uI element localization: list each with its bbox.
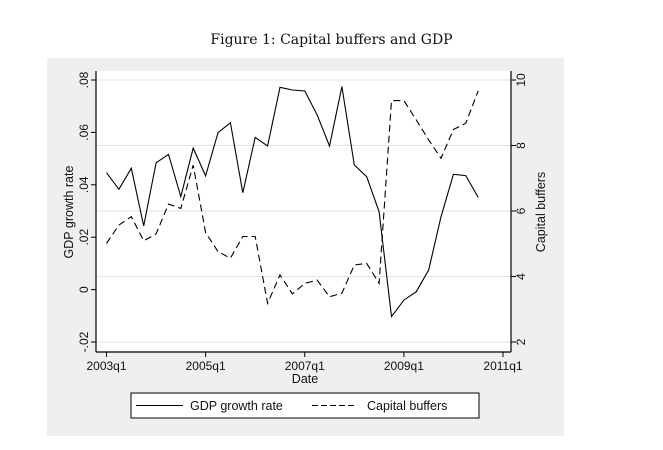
y-tick-label: 0 bbox=[77, 286, 91, 293]
y-tick-label: .04 bbox=[77, 176, 91, 193]
y-tick-label: .08 bbox=[77, 71, 91, 88]
series-layer bbox=[106, 86, 479, 319]
series-line-gdp-growth bbox=[106, 86, 479, 319]
x-tick-label: 2005q1 bbox=[186, 359, 226, 373]
left-axis-ticks: -.02 0 .02 .04 .06 .08 bbox=[77, 71, 96, 352]
y2-tick-label: 6 bbox=[514, 207, 528, 214]
y-tick-label: .06 bbox=[77, 124, 91, 141]
legend: GDP growth rate Capital buffers bbox=[130, 392, 480, 419]
y-tick-label: -.02 bbox=[77, 331, 91, 352]
y2-tick-label: 10 bbox=[514, 73, 528, 87]
x-tick-label: 2007q1 bbox=[285, 359, 325, 373]
y2-tick-label: 8 bbox=[514, 142, 528, 149]
y2-axis-title: Capital buffers bbox=[534, 172, 548, 252]
legend-box bbox=[130, 392, 480, 419]
y2-tick-label: 2 bbox=[514, 338, 528, 345]
x-tick-label: 2009q1 bbox=[384, 359, 424, 373]
legend-label-capital: Capital buffers bbox=[367, 399, 447, 413]
y2-tick-label: 4 bbox=[514, 273, 528, 280]
x-tick-label: 2011q1 bbox=[483, 359, 522, 373]
x-tick-label: 2003q1 bbox=[86, 359, 126, 373]
x-axis-title: Date bbox=[292, 372, 318, 386]
series-line-capital-buffers bbox=[106, 90, 479, 306]
right-axis-ticks: 2 4 6 8 10 bbox=[511, 73, 528, 345]
y-tick-label: .02 bbox=[77, 229, 91, 246]
figure-title: Figure 1: Capital buffers and GDP bbox=[210, 32, 453, 48]
x-axis-ticks: 2003q1 2005q1 2007q1 2009q1 2011q1 bbox=[86, 352, 523, 373]
legend-label-gdp: GDP growth rate bbox=[190, 399, 283, 413]
y-axis-title: GDP growth rate bbox=[62, 166, 76, 259]
